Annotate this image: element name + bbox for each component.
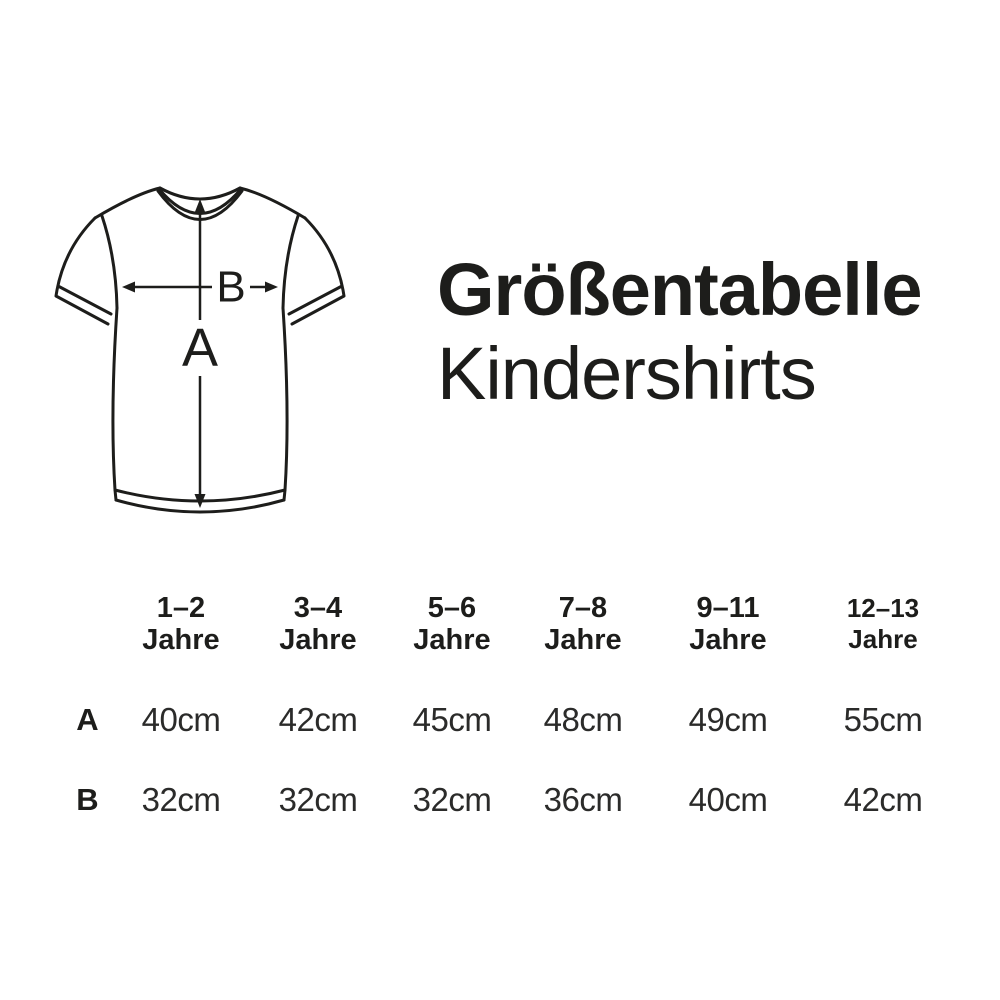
tshirt-left-sleeve — [54, 214, 119, 326]
age-range: 7–8 — [558, 592, 608, 624]
row-label-b: B — [76, 782, 99, 817]
cell-b-1-2: 32cm — [141, 781, 221, 818]
row-label-a: A — [76, 702, 99, 737]
cell-b-12-13: 42cm — [843, 781, 923, 818]
tshirt-left-side — [111, 306, 119, 502]
size-table-header-row: 1–2 Jahre 3–4 Jahre 5–6 Jahre 7–8 Jahre … — [40, 592, 981, 656]
cell-b-5-6: 32cm — [412, 781, 492, 818]
title-sub: Kindershirts — [437, 332, 817, 415]
cell-b-9-11: 40cm — [688, 781, 768, 818]
tshirt-right-shoulder — [238, 186, 307, 220]
column-header-9-11-jahre: 9–11 Jahre — [671, 592, 785, 656]
column-header-1-2-jahre: 1–2 Jahre — [135, 592, 227, 656]
width-label-backplate — [212, 264, 250, 310]
cell-b-3-4: 32cm — [278, 781, 358, 818]
column-header-3-4-jahre: 3–4 Jahre — [227, 592, 409, 656]
age-range: 1–2 — [156, 592, 206, 624]
column-header-12-13-jahre: 12–13 Jahre — [785, 593, 981, 655]
cell-a-9-11: 49cm — [688, 701, 768, 738]
age-unit: Jahre — [413, 624, 491, 656]
age-range: 5–6 — [427, 592, 477, 624]
column-header-5-6-jahre: 5–6 Jahre — [409, 592, 495, 656]
age-unit: Jahre — [848, 624, 918, 654]
tshirt-right-side — [281, 306, 289, 502]
width-measure-label: B — [216, 263, 245, 312]
age-range: 3–4 — [293, 592, 343, 624]
age-unit: Jahre — [142, 624, 220, 656]
age-unit: Jahre — [689, 624, 767, 656]
age-unit: Jahre — [544, 624, 622, 656]
tshirt-right-sleeve — [281, 214, 346, 326]
page-title: Größentabelle Kindershirts — [437, 248, 923, 416]
age-unit: Jahre — [279, 624, 357, 656]
cell-a-7-8: 48cm — [543, 701, 623, 738]
tshirt-left-shoulder — [93, 186, 162, 220]
height-label-backplate — [180, 320, 220, 376]
tshirt-size-diagram: A B — [45, 158, 355, 520]
cell-a-5-6: 45cm — [412, 701, 492, 738]
cell-a-1-2: 40cm — [141, 701, 221, 738]
table-row-b: B 32cm 32cm 32cm 36cm 40cm 42cm — [40, 778, 981, 822]
column-header-7-8-jahre: 7–8 Jahre — [495, 592, 671, 656]
title-main: Größentabelle — [437, 248, 923, 331]
cell-a-3-4: 42cm — [278, 701, 358, 738]
age-range: 9–11 — [696, 592, 760, 624]
cell-b-7-8: 36cm — [543, 781, 623, 818]
cell-a-12-13: 55cm — [843, 701, 923, 738]
table-row-a: A 40cm 42cm 45cm 48cm 49cm 55cm — [40, 698, 981, 742]
age-range: 12–13 — [846, 593, 920, 623]
height-measure-label: A — [182, 318, 218, 378]
tshirt-outline-graphic: A B — [54, 186, 346, 514]
